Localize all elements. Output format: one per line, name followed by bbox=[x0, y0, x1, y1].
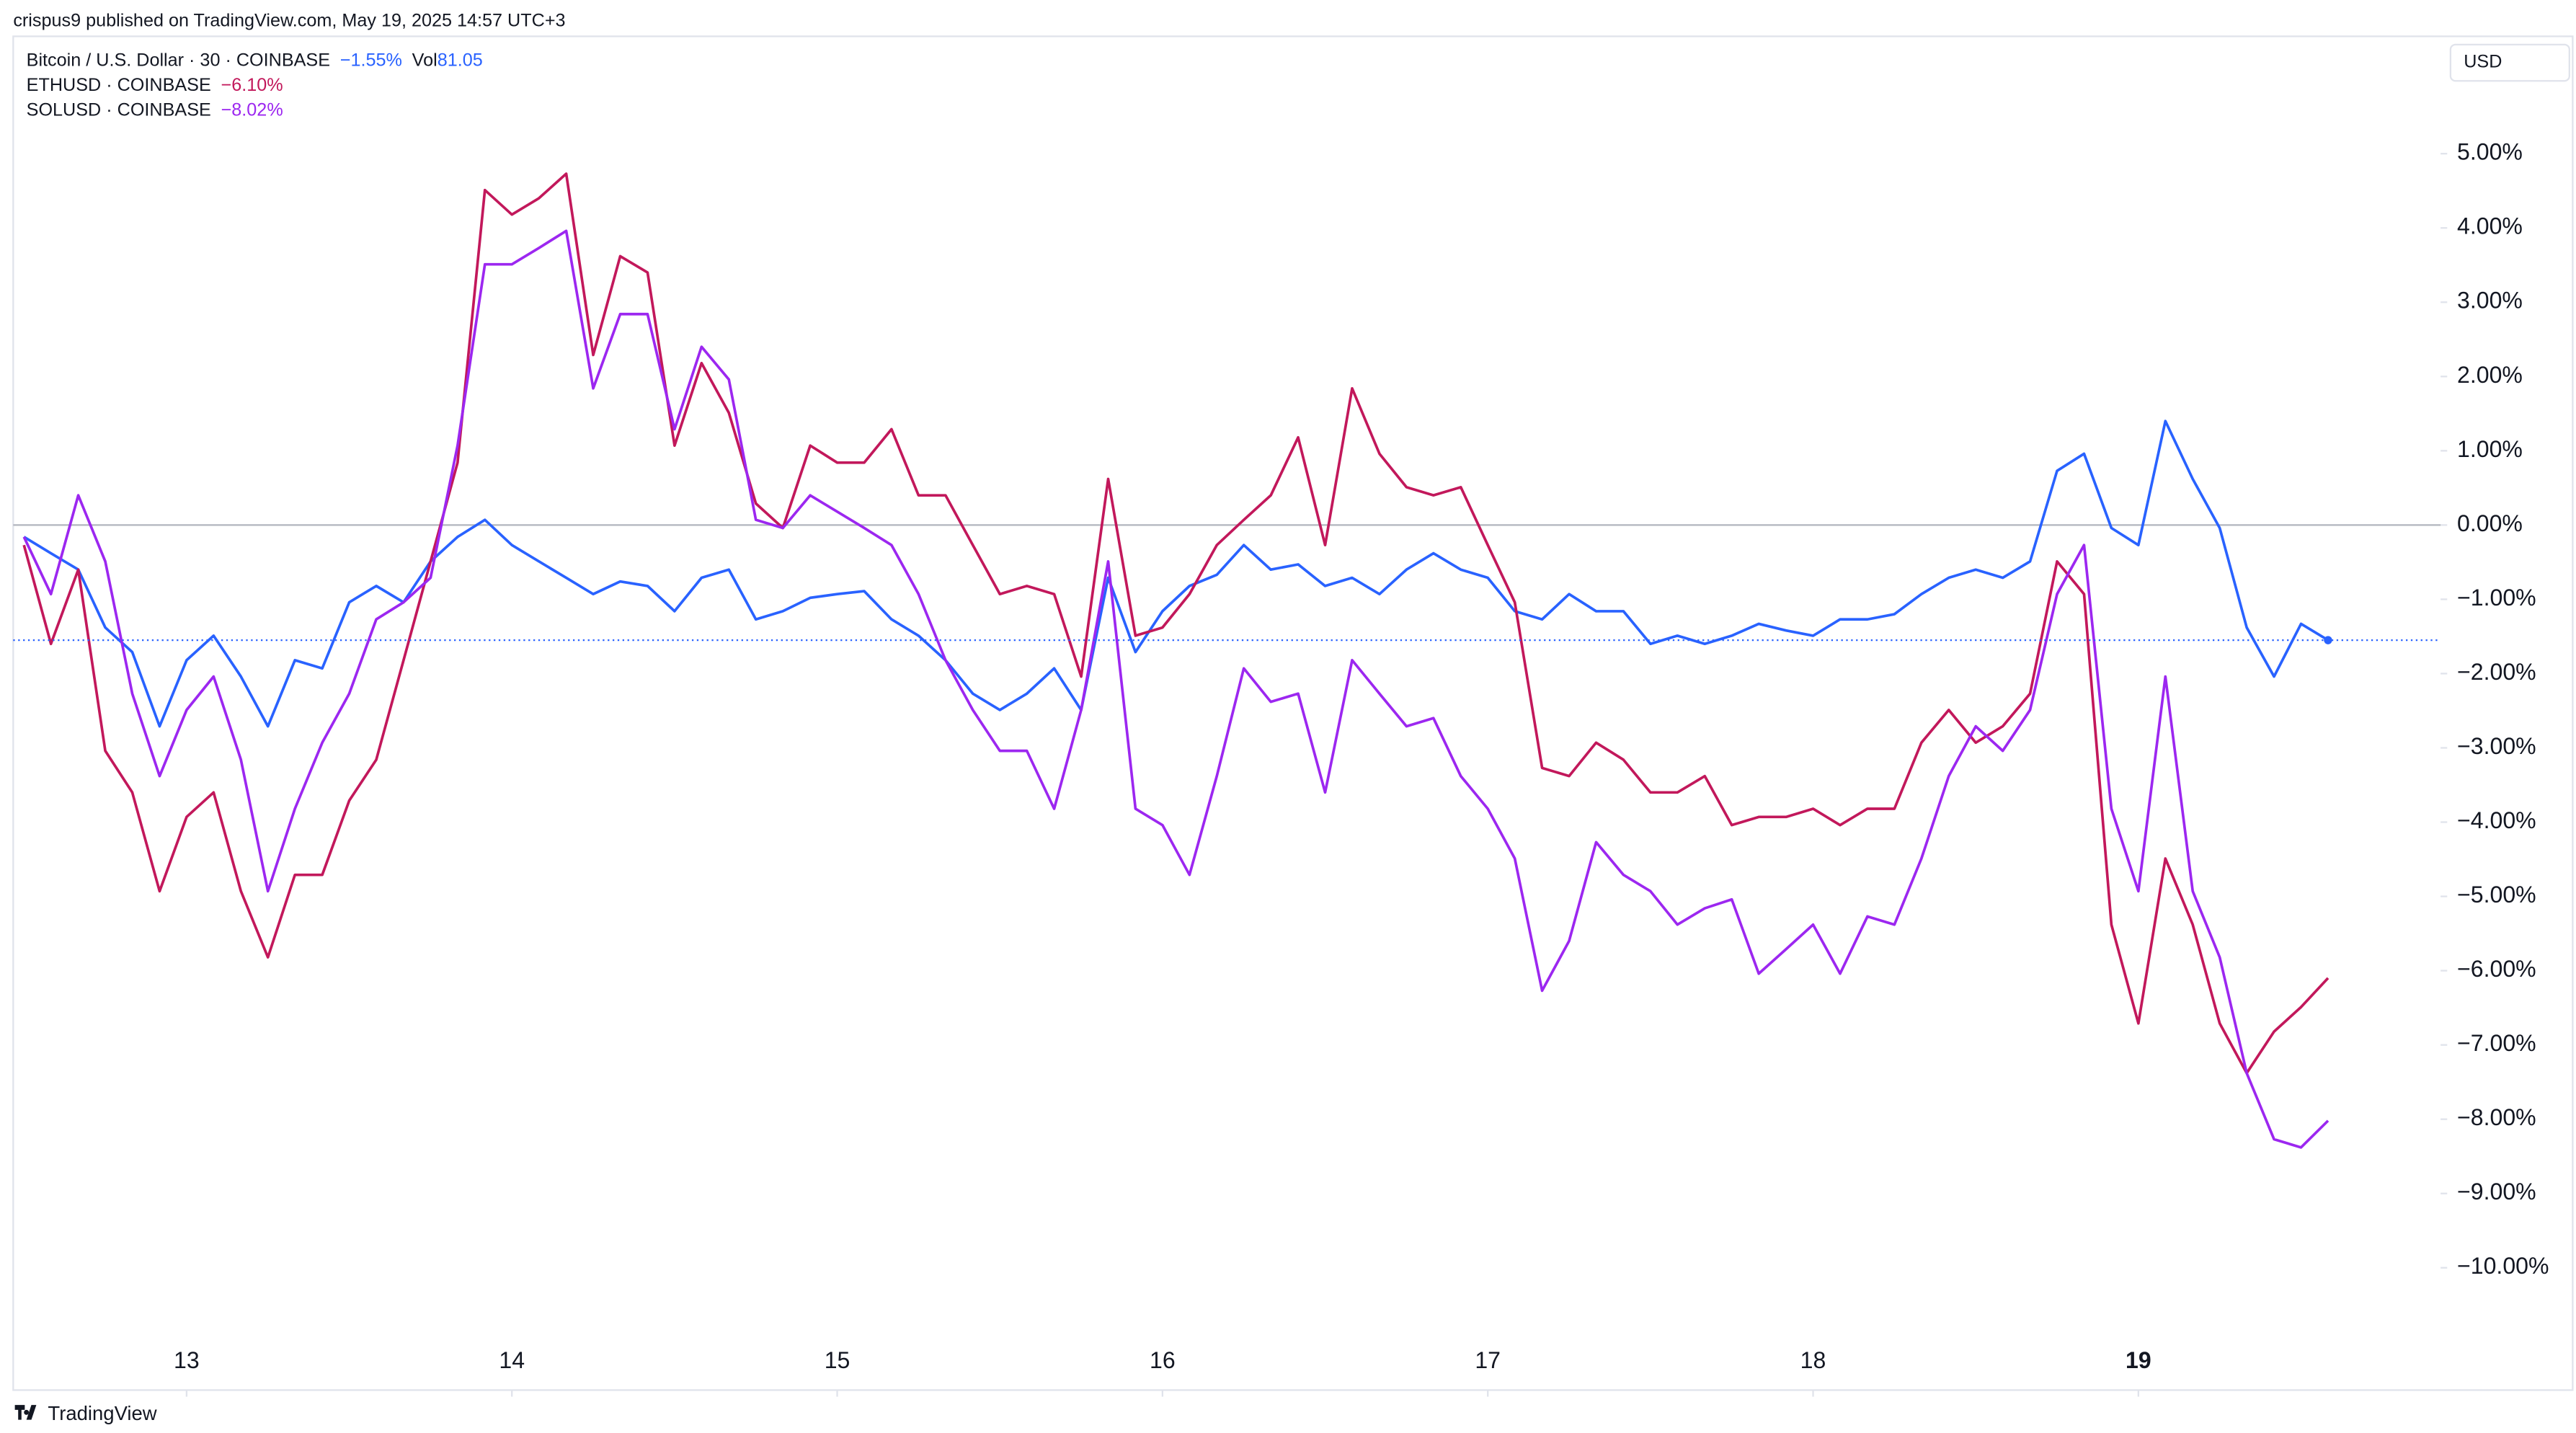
y-tick-label: 0.00% bbox=[2457, 510, 2523, 536]
y-tick-label: −4.00% bbox=[2457, 807, 2536, 833]
legend-change: −6.10% bbox=[221, 75, 283, 95]
legend-change: −8.02% bbox=[221, 99, 283, 120]
legend-entry: SOLUSD · COINBASE −8.02% bbox=[27, 99, 283, 120]
x-tick-label: 19 bbox=[2126, 1347, 2151, 1373]
publisher: crispus9 published on TradingView.com, M… bbox=[13, 10, 565, 30]
y-tick-label: −5.00% bbox=[2457, 882, 2536, 908]
y-tick-label: 4.00% bbox=[2457, 213, 2523, 239]
y-tick-label: −3.00% bbox=[2457, 733, 2536, 759]
legend-entry: ETHUSD · COINBASE −6.10% bbox=[27, 75, 283, 95]
y-tick-label: −7.00% bbox=[2457, 1030, 2536, 1056]
x-tick-label: 15 bbox=[825, 1347, 850, 1373]
x-tick-label: 16 bbox=[1150, 1347, 1176, 1373]
x-tick-label: 14 bbox=[499, 1347, 525, 1373]
series-line bbox=[23, 420, 2329, 728]
legend-entry: Bitcoin / U.S. Dollar · 30 · COINBASE −1.… bbox=[27, 50, 483, 70]
legend-volume-label: Vol bbox=[412, 50, 438, 70]
chart-frame bbox=[12, 35, 2574, 1391]
y-tick-label: 5.00% bbox=[2457, 139, 2523, 165]
y-tick-label: −2.00% bbox=[2457, 659, 2536, 685]
currency-box bbox=[2449, 43, 2570, 82]
x-tick-label: 17 bbox=[1475, 1347, 1501, 1373]
legend-change: −1.55% bbox=[340, 50, 402, 70]
y-tick-label: −6.00% bbox=[2457, 956, 2536, 982]
series-line bbox=[22, 229, 2329, 1149]
y-tick-label: −10.00% bbox=[2457, 1253, 2549, 1279]
footer-logo bbox=[14, 1405, 37, 1420]
legend-name: ETHUSD · COINBASE bbox=[27, 75, 211, 95]
currency: USD bbox=[2464, 52, 2502, 72]
y-tick-label: 2.00% bbox=[2457, 362, 2523, 388]
legend-volume-value: 81.05 bbox=[438, 50, 483, 70]
y-tick-label: −9.00% bbox=[2457, 1179, 2536, 1204]
brand: TradingView bbox=[48, 1402, 156, 1424]
series-line bbox=[22, 172, 2329, 1075]
y-tick-label: 3.00% bbox=[2457, 288, 2523, 314]
x-tick-label: 18 bbox=[1800, 1347, 1826, 1373]
legend-name: Bitcoin / U.S. Dollar · 30 · COINBASE bbox=[27, 50, 330, 70]
y-tick-label: −1.00% bbox=[2457, 585, 2536, 611]
last-price-dot bbox=[2324, 636, 2332, 644]
legend-name: SOLUSD · COINBASE bbox=[27, 99, 211, 120]
y-tick-label: 1.00% bbox=[2457, 436, 2523, 462]
x-tick-label: 13 bbox=[174, 1347, 200, 1373]
y-tick-label: −8.00% bbox=[2457, 1104, 2536, 1130]
